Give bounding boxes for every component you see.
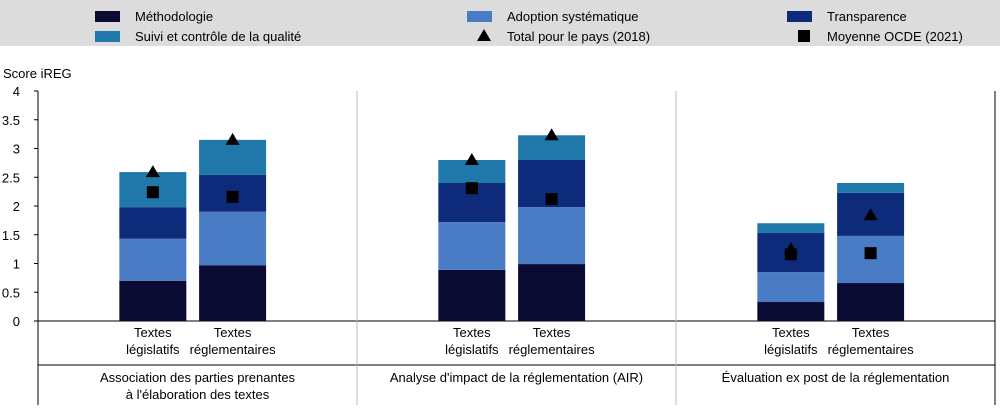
y-tick-label: 4 [13, 84, 20, 99]
legend-label: Adoption systématique [507, 9, 639, 24]
bar-segment [119, 280, 187, 321]
legend-background [0, 0, 1000, 46]
y-tick-label: 1 [13, 257, 20, 272]
marker-square [146, 186, 159, 199]
bar-segment [518, 207, 586, 265]
legend-marker [798, 30, 810, 42]
bar-segment [199, 139, 267, 175]
x-tick-label-line: Textes [852, 325, 890, 340]
group-label: Analyse d'impact de la réglementation (A… [390, 370, 643, 385]
legend-swatch [95, 11, 120, 22]
x-tick-label: Textes législatifs [126, 325, 180, 357]
x-tick-label-line: Textes [134, 325, 172, 340]
x-tick-label-line: réglementaires [509, 342, 595, 357]
bar-segment [837, 235, 905, 284]
x-tick-label-line: législatifs [445, 342, 499, 357]
bar-segment [757, 302, 825, 321]
group-label: Association des parties prenantes à l'éla… [100, 370, 296, 402]
x-tick-label-line: législatifs [764, 342, 818, 357]
bar-segment [199, 265, 267, 321]
legend-label: Moyenne OCDE (2021) [827, 29, 963, 44]
marker-triangle [225, 132, 240, 145]
x-tick-label-line: Textes [214, 325, 252, 340]
bar-segment [438, 160, 506, 183]
y-tick-label: 3 [13, 142, 20, 157]
marker-triangle [145, 165, 160, 178]
bar-segment [119, 238, 187, 281]
group-label-line: à l'élaboration des textes [126, 387, 270, 402]
legend-label: Transparence [827, 9, 907, 24]
bar-segment [837, 183, 905, 193]
bar-segment [757, 272, 825, 303]
y-tick-label: 3.5 [2, 113, 20, 128]
group-label-line: Évaluation ex post de la réglementation [722, 370, 950, 385]
x-tick-label: Textes législatifs [445, 325, 499, 357]
legend-label: Méthodologie [135, 9, 213, 24]
legend-label: Suivi et contrôle de la qualité [135, 29, 301, 44]
legend-swatch [95, 31, 120, 42]
x-tick-label-line: Textes [533, 325, 571, 340]
bar-segment [438, 222, 506, 270]
legend-label: Total pour le pays (2018) [507, 29, 650, 44]
x-tick-label-line: réglementaires [190, 342, 276, 357]
y-tick-label: 2 [13, 199, 20, 214]
group-label-line: Analyse d'impact de la réglementation (A… [390, 370, 643, 385]
marker-triangle [464, 153, 479, 165]
y-axis-label: Score iREG [3, 66, 72, 81]
y-tick-label: 1.5 [2, 228, 20, 243]
bar-segment [438, 269, 506, 321]
marker-triangle [544, 128, 559, 141]
x-tick-label-line: Textes [453, 325, 491, 340]
y-tick-label: 2.5 [2, 170, 20, 185]
legend-swatch [787, 11, 812, 22]
bar-segment [199, 211, 267, 266]
x-tick-label-line: réglementaires [828, 342, 914, 357]
marker-square [226, 190, 239, 203]
x-tick-label: Textes réglementaires [190, 325, 276, 357]
bar-segment [518, 264, 586, 321]
bar-segment [837, 283, 905, 321]
x-tick-label: Textes réglementaires [828, 325, 914, 357]
x-tick-label: Textes législatifs [764, 325, 818, 357]
x-tick-label-line: Textes [772, 325, 810, 340]
bar-segment [119, 207, 187, 239]
y-tick-label: 0 [13, 314, 20, 329]
legend-swatch [467, 11, 492, 22]
x-tick-label-line: législatifs [126, 342, 180, 357]
marker-square [545, 193, 558, 206]
group-label: Évaluation ex post de la réglementation [722, 370, 950, 385]
marker-square [864, 247, 877, 260]
marker-square [465, 182, 478, 195]
y-tick-label: 0.5 [2, 285, 20, 300]
marker-triangle [863, 208, 878, 221]
legend-marker [477, 29, 491, 41]
x-tick-label: Textes réglementaires [509, 325, 595, 357]
group-label-line: Association des parties prenantes [100, 370, 296, 385]
marker-square [784, 248, 797, 261]
bar-segment [757, 223, 825, 234]
